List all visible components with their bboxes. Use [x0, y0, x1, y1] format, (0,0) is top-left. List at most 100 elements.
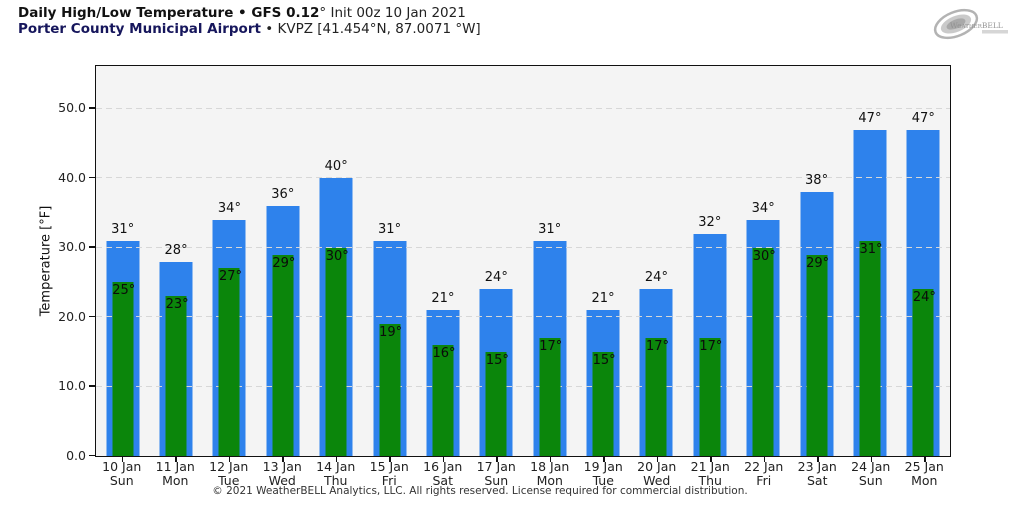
- bar-group-23-jan: 38° 29°: [790, 66, 843, 456]
- low-bar: 27°: [218, 268, 242, 456]
- x-tick-mark: [710, 457, 712, 462]
- low-bar: 17°: [645, 337, 669, 456]
- chart-subtitle: Porter County Municipal Airport • KVPZ […: [18, 20, 481, 38]
- weatherbell-logo: WeATHERBELL: [930, 4, 1016, 44]
- x-tick-mark: [656, 457, 659, 462]
- bar-group-14-jan: 40° 30°: [310, 66, 363, 456]
- y-tick-label: 20.0: [58, 308, 86, 324]
- y-tick-mark: [89, 454, 95, 457]
- x-tick-label: 14 Jan Thu: [309, 457, 363, 488]
- low-bar: 16°: [432, 344, 456, 456]
- y-tick-mark: [89, 315, 95, 318]
- x-tick-date: 15 Jan: [369, 459, 409, 474]
- x-tick-mark: [228, 457, 231, 462]
- high-value-label: 31°: [111, 221, 135, 237]
- x-tick-label: 20 Jan Wed: [630, 457, 684, 488]
- x-tick-weekday: Mon: [162, 473, 189, 488]
- y-tick-mark: [89, 176, 95, 179]
- low-bar: 29°: [806, 254, 830, 456]
- weatherbell-logo-text: WeATHERBELL: [950, 21, 1003, 30]
- low-value-label: 27°: [218, 269, 242, 285]
- bar-group-17-jan: 24° 15°: [470, 66, 523, 456]
- gridline-40: [96, 177, 950, 179]
- x-tick-date: 12 Jan: [209, 459, 249, 474]
- bar-group-10-jan: 31° 25°: [96, 66, 149, 456]
- x-axis-labels: 10 Jan Sun 11 Jan Mon 12 Jan Tue 13 Jan Wed 14 J…: [95, 457, 952, 488]
- low-value-label: 30°: [752, 248, 776, 264]
- low-value-label: 15°: [592, 352, 616, 368]
- chart-title-bold: Daily High/Low Temperature • GFS 0.12: [18, 5, 320, 21]
- low-value-label: 31°: [859, 241, 883, 257]
- x-tick-mark: [924, 457, 926, 462]
- low-value-label: 24°: [912, 290, 936, 306]
- bar-group-13-jan: 36° 29°: [256, 66, 309, 456]
- x-tick-label: 18 Jan Mon: [523, 457, 577, 488]
- gridline-20: [96, 316, 950, 318]
- x-tick-mark: [335, 457, 338, 462]
- x-tick-label: 22 Jan Fri: [737, 457, 791, 488]
- low-bar: 15°: [485, 351, 509, 456]
- x-tick-weekday: Sat: [807, 473, 828, 488]
- chart-title-init: ° Init 00z 10 Jan 2021: [319, 5, 466, 21]
- x-tick-date: 22 Jan: [744, 459, 784, 474]
- x-tick-label: 15 Jan Fri: [363, 457, 417, 488]
- x-tick-mark: [175, 457, 177, 462]
- x-tick-mark: [389, 457, 391, 462]
- high-value-label: 36°: [271, 186, 295, 202]
- x-tick-mark: [121, 457, 124, 462]
- x-tick-weekday: Sun: [109, 473, 134, 488]
- high-value-label: 38°: [805, 173, 829, 189]
- low-bar: 23°: [165, 296, 189, 456]
- bar-group-25-jan: 47° 24°: [897, 66, 950, 456]
- low-value-label: 23°: [165, 297, 189, 313]
- x-tick-mark: [817, 457, 819, 462]
- low-bar: 17°: [699, 337, 722, 456]
- low-value-label: 16°: [432, 345, 456, 361]
- high-value-label: 34°: [217, 200, 241, 216]
- x-tick-weekday: Wed: [268, 473, 296, 488]
- x-tick-label: 19 Jan Tue: [577, 457, 631, 488]
- high-value-label: 32°: [698, 214, 722, 230]
- gridline-10: [96, 385, 950, 387]
- station-name: Porter County Municipal Airport: [18, 20, 261, 37]
- bar-group-15-jan: 31° 19°: [363, 66, 416, 456]
- x-tick-label: 24 Jan Sun: [844, 457, 898, 488]
- low-bar: 19°: [379, 324, 402, 456]
- high-value-label: 47°: [858, 110, 882, 126]
- x-tick-mark: [603, 457, 605, 462]
- y-tick-mark: [89, 246, 95, 248]
- x-tick-weekday: Fri: [381, 473, 397, 488]
- x-tick-label: 25 Jan Mon: [898, 457, 952, 488]
- x-tick-date: 23 Jan: [797, 459, 837, 474]
- x-tick-weekday: Sat: [432, 473, 454, 488]
- low-value-label: 29°: [806, 255, 830, 271]
- x-tick-date: 18 Jan: [530, 459, 570, 474]
- x-tick-label: 21 Jan Thu: [684, 457, 738, 488]
- x-tick-mark: [442, 457, 445, 462]
- x-tick-date: 24 Jan: [851, 459, 891, 474]
- x-tick-weekday: Thu: [698, 473, 722, 488]
- x-tick-date: 17 Jan: [476, 459, 516, 474]
- x-tick-date: 14 Jan: [316, 459, 356, 474]
- bar-group-20-jan: 24° 17°: [630, 66, 683, 456]
- x-tick-weekday: Sun: [484, 473, 509, 488]
- bar-group-24-jan: 47° 31°: [843, 66, 896, 456]
- bar-group-16-jan: 21° 16°: [416, 66, 469, 456]
- gridline-30: [96, 246, 950, 248]
- high-value-label: 47°: [911, 110, 935, 126]
- low-bar: 17°: [539, 337, 562, 456]
- x-tick-date: 16 Jan: [423, 459, 463, 474]
- high-value-label: 24°: [644, 270, 668, 286]
- y-tick-mark: [89, 385, 95, 387]
- bar-group-19-jan: 21° 15°: [576, 66, 629, 456]
- low-value-label: 15°: [485, 352, 509, 368]
- bar-group-21-jan: 32° 17°: [683, 66, 736, 456]
- x-tick-label: 12 Jan Tue: [202, 457, 256, 488]
- low-bar: 24°: [912, 289, 936, 456]
- bars-container: 31° 25° 28° 23° 34° 27° 36° 29° 40° 30° 31° 19° 21° 1…: [96, 66, 950, 456]
- x-tick-date: 10 Jan: [102, 459, 142, 474]
- x-tick-label: 10 Jan Sun: [95, 457, 149, 488]
- low-bar: 15°: [592, 351, 616, 456]
- x-tick-label: 16 Jan Sat: [416, 457, 470, 488]
